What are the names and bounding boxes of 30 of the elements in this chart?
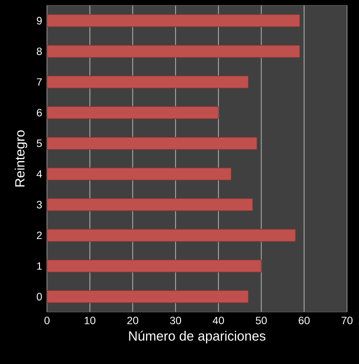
- x-tick-label: 0: [44, 316, 50, 324]
- bar: [46, 136, 258, 150]
- y-tick-label: 4: [36, 170, 42, 178]
- y-tick-label: 2: [36, 232, 42, 240]
- y-tick-label: 7: [36, 78, 42, 86]
- y-tick-label: 1: [37, 262, 42, 270]
- y-tick-label: 5: [36, 140, 42, 148]
- bar: [46, 228, 296, 242]
- y-axis-title: Reintegro: [14, 130, 28, 186]
- x-tick-label: 30: [170, 316, 182, 324]
- bar: [46, 198, 253, 212]
- bar: [46, 76, 249, 88]
- x-tick-label: 70: [342, 316, 353, 324]
- bar: [46, 290, 249, 304]
- y-tick-label: 8: [36, 48, 42, 56]
- x-tick-label: 60: [298, 316, 310, 324]
- y-tick-label: 3: [36, 200, 42, 208]
- y-tick-label: 9: [36, 16, 42, 24]
- x-tick-label: 10: [84, 316, 96, 324]
- bar: [46, 44, 300, 58]
- x-tick-label: 20: [127, 316, 138, 324]
- y-tick-label: 0: [36, 292, 42, 300]
- bar: [46, 14, 300, 28]
- x-tick-label: 40: [212, 316, 224, 324]
- y-tick-label: 6: [36, 108, 42, 116]
- bar: [46, 106, 219, 120]
- x-tick-label: 50: [256, 316, 267, 324]
- bar: [46, 260, 262, 272]
- bar: [46, 168, 232, 180]
- x-axis-title: Número de apariciones: [129, 330, 266, 344]
